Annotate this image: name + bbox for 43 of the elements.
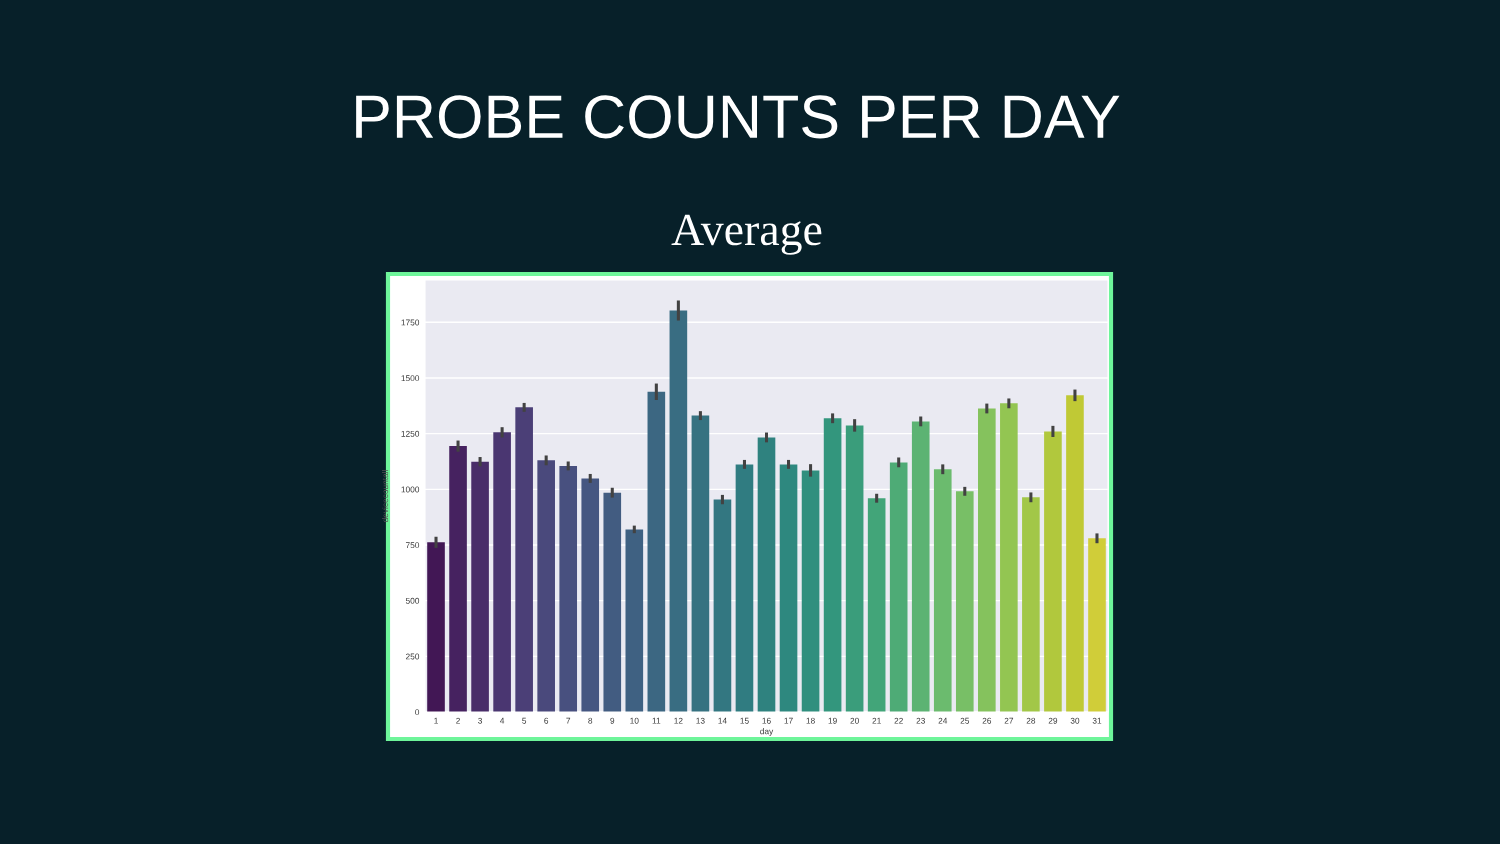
x-tick-label: 20: [850, 717, 859, 724]
x-tick-label: 5: [522, 717, 527, 724]
x-tick-label: 16: [762, 717, 771, 724]
y-tick-label: 500: [405, 597, 420, 604]
x-tick-label: 25: [960, 717, 970, 724]
y-tick-label: 1000: [401, 486, 420, 493]
y-tick-label: 1500: [401, 375, 420, 382]
x-tick-label: 26: [982, 717, 992, 724]
x-tick-label: 24: [938, 717, 948, 724]
chart-subtitle: Average: [671, 214, 822, 255]
x-tick-label: 28: [1026, 717, 1036, 724]
x-tick-label: 14: [718, 717, 727, 724]
x-tick-label: 11: [652, 717, 661, 724]
x-tick-label: 22: [894, 717, 903, 724]
x-tick-label: 27: [1004, 717, 1014, 724]
x-tick-label: 8: [588, 717, 593, 724]
x-tick-label: 4: [499, 717, 505, 724]
x-tick-label: 31: [1092, 717, 1102, 724]
x-tick-label: 10: [630, 717, 639, 724]
x-tick-label: 9: [610, 717, 615, 724]
x-tick-label: 3: [478, 717, 483, 724]
y-axis-title: devicecountall: [382, 470, 389, 523]
y-tick-label: 0: [415, 709, 420, 716]
chart-title: PROBE COUNTS PER DAY: [356, 95, 1120, 139]
x-tick-label: 30: [1070, 717, 1080, 724]
x-axis-title: day: [760, 728, 774, 736]
x-tick-label: 12: [674, 717, 683, 724]
x-tick-label: 21: [872, 717, 881, 724]
x-tick-label: 6: [544, 717, 549, 724]
x-tick-label: 7: [566, 717, 571, 724]
x-tick-label: 15: [740, 717, 749, 724]
x-tick-label: 18: [806, 717, 815, 724]
x-tick-label: 13: [696, 717, 705, 724]
x-tick-label: 17: [784, 717, 793, 724]
y-tick-label: 250: [405, 653, 420, 660]
x-tick-label: 29: [1048, 717, 1058, 724]
x-tick-label: 19: [828, 717, 837, 724]
x-tick-label: 2: [456, 717, 460, 724]
x-tick-label: 1: [434, 717, 438, 724]
x-tick-label: 23: [916, 717, 925, 724]
y-tick-label: 1250: [401, 430, 420, 437]
y-tick-label: 750: [405, 542, 420, 549]
y-tick-label: 1750: [401, 319, 420, 326]
